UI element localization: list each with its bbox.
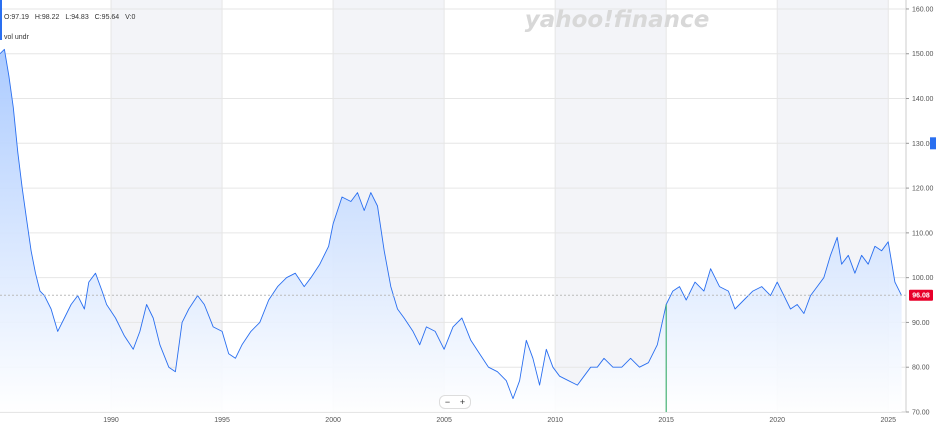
ohlc-readout: O:97.19 H:98.22 L:94.83 C:95.64 V:0	[4, 14, 139, 21]
zoom-control[interactable]: − +	[439, 395, 471, 409]
y-tick-label: 130.00	[912, 141, 934, 148]
y-axis: 70.00 80.00 90.00 100.00 110.00 120.00 130.00 1…	[906, 6, 934, 417]
y-tick-label: 70.00	[912, 410, 930, 417]
y-tick-label: 140.00	[912, 96, 934, 103]
x-tick-label: 2000	[325, 417, 341, 424]
x-tick-label: 2020	[769, 417, 785, 424]
y-tick-label: 150.00	[912, 51, 934, 58]
y-tick-label: 110.00	[912, 230, 933, 237]
side-marker	[930, 137, 936, 150]
zoom-in-button[interactable]: +	[459, 397, 466, 407]
yahoo-finance-watermark: yahoo!finance	[525, 7, 710, 33]
price-series	[0, 48, 906, 413]
zoom-out-button[interactable]: −	[444, 397, 451, 407]
x-tick-label: 2005	[436, 417, 452, 424]
close-value: C:95.64	[94, 14, 120, 21]
y-tick-label: 100.00	[912, 275, 934, 282]
y-tick-label: 90.00	[912, 320, 930, 327]
x-axis: 1990 1995 2000 2005 2010 2015 2020 2025	[103, 417, 896, 424]
price-badge	[909, 289, 933, 301]
price-badge-group: 96.08	[909, 137, 936, 301]
x-tick-label: 1995	[214, 417, 230, 424]
y-tick-label: 80.00	[912, 365, 930, 372]
volume-value: V:0	[125, 14, 136, 21]
high-value: H:98.22	[34, 14, 60, 21]
x-tick-label: 2025	[880, 417, 896, 424]
price-badge-label: 96.08	[912, 293, 930, 300]
x-tick-label: 2015	[658, 417, 674, 424]
open-value: O:97.19	[4, 14, 29, 21]
price-line[interactable]	[0, 48, 903, 400]
price-area-fill	[0, 49, 902, 413]
left-accent-bar	[0, 0, 2, 40]
y-tick-label: 160.00	[912, 6, 934, 13]
low-value: L:94.83	[65, 14, 89, 21]
time-band	[555, 0, 667, 412]
volume-label: vol undr	[4, 34, 29, 41]
x-tick-label: 2010	[547, 417, 563, 424]
x-tick-label: 1990	[103, 417, 119, 424]
y-tick-label: 120.00	[912, 186, 934, 193]
